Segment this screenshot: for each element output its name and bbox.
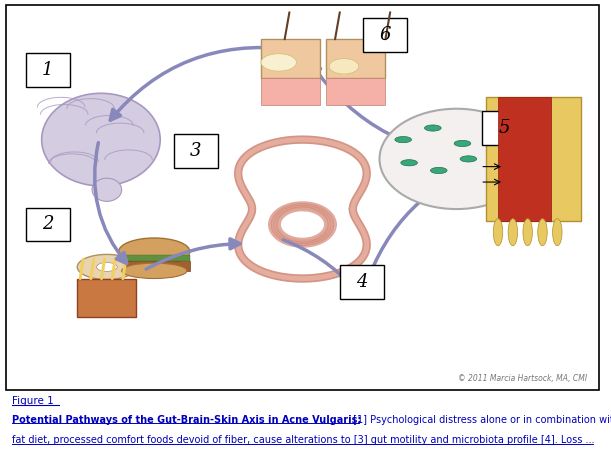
FancyBboxPatch shape <box>340 266 384 299</box>
Text: 4: 4 <box>356 273 367 291</box>
Ellipse shape <box>122 263 187 278</box>
Bar <box>125 255 190 261</box>
Ellipse shape <box>460 156 477 162</box>
Text: 2: 2 <box>42 215 53 233</box>
Text: 5: 5 <box>498 118 510 137</box>
Text: fat diet, processed comfort foods devoid of fiber, cause alterations to [3] gut : fat diet, processed comfort foods devoid… <box>12 435 595 445</box>
Ellipse shape <box>538 219 547 246</box>
FancyBboxPatch shape <box>326 78 386 105</box>
Ellipse shape <box>508 219 518 246</box>
FancyBboxPatch shape <box>326 39 386 78</box>
Ellipse shape <box>552 219 562 246</box>
Bar <box>498 97 551 221</box>
Ellipse shape <box>77 254 136 280</box>
Ellipse shape <box>329 59 359 74</box>
Text: 6: 6 <box>379 26 391 44</box>
FancyBboxPatch shape <box>261 39 320 78</box>
Ellipse shape <box>523 219 532 246</box>
Text: © 2011 Marcia Hartsock, MA, CMI: © 2011 Marcia Hartsock, MA, CMI <box>458 374 587 383</box>
Bar <box>125 261 190 271</box>
FancyBboxPatch shape <box>261 78 320 105</box>
Ellipse shape <box>395 137 411 143</box>
Ellipse shape <box>493 219 503 246</box>
FancyBboxPatch shape <box>482 111 526 145</box>
FancyBboxPatch shape <box>26 207 70 242</box>
Bar <box>486 97 581 221</box>
Text: 1: 1 <box>42 61 53 79</box>
Ellipse shape <box>119 238 190 265</box>
FancyBboxPatch shape <box>174 134 218 168</box>
Ellipse shape <box>425 125 441 131</box>
Ellipse shape <box>97 262 117 271</box>
Circle shape <box>379 109 533 209</box>
Text: Potential Pathways of the Gut-Brain-Skin Axis in Acne Vulgaris:: Potential Pathways of the Gut-Brain-Skin… <box>12 415 362 424</box>
FancyBboxPatch shape <box>364 19 408 52</box>
Text: 3: 3 <box>190 142 202 160</box>
Text: [1] Psychological distress alone or in combination with [2] high: [1] Psychological distress alone or in c… <box>350 415 611 424</box>
FancyBboxPatch shape <box>26 53 70 87</box>
Ellipse shape <box>261 54 296 71</box>
Ellipse shape <box>92 178 122 201</box>
FancyBboxPatch shape <box>6 5 599 390</box>
Text: Figure 1: Figure 1 <box>12 395 54 405</box>
Ellipse shape <box>431 168 447 173</box>
Ellipse shape <box>42 93 160 186</box>
Ellipse shape <box>454 140 470 147</box>
Ellipse shape <box>401 160 417 166</box>
Bar <box>77 278 136 317</box>
